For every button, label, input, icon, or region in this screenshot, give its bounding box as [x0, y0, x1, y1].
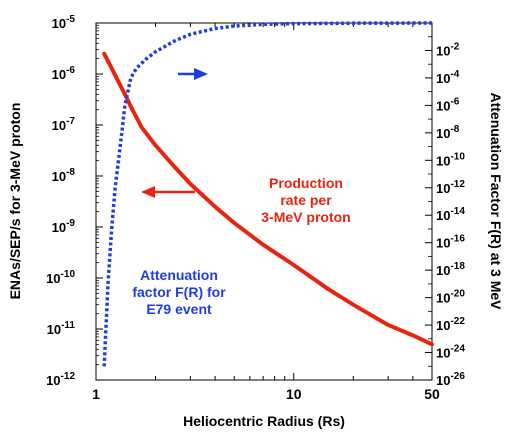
y-left-axis-ticks: 10-12 10-11 10-10 10-9 10-8 10-7 10-6 10-5 — [46, 14, 103, 388]
y-right-axis-label: Attenuation Factor F(R) at 3 MeV — [488, 92, 504, 310]
y-right-tick-label: 10-26 — [436, 371, 465, 388]
y-right-axis-ticks: 10-26 10-24 10-22 10-20 10-18 10-16 10-14 10-12… — [425, 36, 465, 388]
y-right-tick-label: 10-18 — [436, 261, 465, 278]
y-left-tick-label: 10-8 — [52, 167, 76, 184]
y-right-tick-label: 10-12 — [436, 179, 465, 196]
y-left-tick-label: 10-11 — [47, 320, 76, 337]
y-left-tick-label: 10-9 — [52, 218, 76, 235]
y-right-tick-label: 10-10 — [436, 151, 465, 168]
y-left-tick-label: 10-5 — [52, 14, 76, 31]
x-axis-label: Heliocentric Radius (Rs) — [183, 413, 345, 429]
production-annotation: Production rate per 3-MeV proton — [261, 175, 350, 225]
arrow-layer — [141, 68, 208, 198]
arrow-left-icon — [141, 186, 195, 198]
y-right-tick-label: 10-22 — [436, 316, 465, 333]
x-tick-label: 1 — [92, 386, 100, 402]
y-left-tick-label: 10-7 — [52, 116, 76, 133]
y-left-axis-label: ENAs/SEP/s for 3-MeV proton — [7, 103, 23, 300]
series-layer — [102, 21, 434, 367]
y-left-tick-label: 10-10 — [46, 269, 75, 286]
production-rate-line — [102, 51, 434, 347]
y-right-tick-label: 10-4 — [436, 69, 460, 86]
y-right-tick-label: 10-24 — [436, 344, 465, 361]
x-tick-label: 10 — [286, 386, 302, 402]
attenuation-factor-line — [102, 21, 433, 367]
y-right-tick-label: 10-20 — [436, 289, 465, 306]
y-right-tick-label: 10-16 — [436, 234, 465, 251]
plot-frame — [95, 22, 433, 381]
y-right-tick-label: 10-14 — [436, 206, 465, 223]
y-right-tick-label: 10-6 — [436, 96, 460, 113]
y-left-tick-label: 10-12 — [46, 371, 75, 388]
annotation-layer: Production rate per 3-MeV proton Attenuatio… — [132, 175, 350, 317]
y-right-tick-label: 10-8 — [436, 124, 460, 141]
x-tick-label: 50 — [424, 386, 440, 402]
attenuation-annotation: Attenuation factor F(R) for E79 event — [132, 267, 226, 317]
arrow-right-icon — [178, 68, 208, 80]
y-left-tick-label: 10-6 — [52, 65, 76, 82]
y-right-tick-label: 10-2 — [436, 41, 460, 58]
